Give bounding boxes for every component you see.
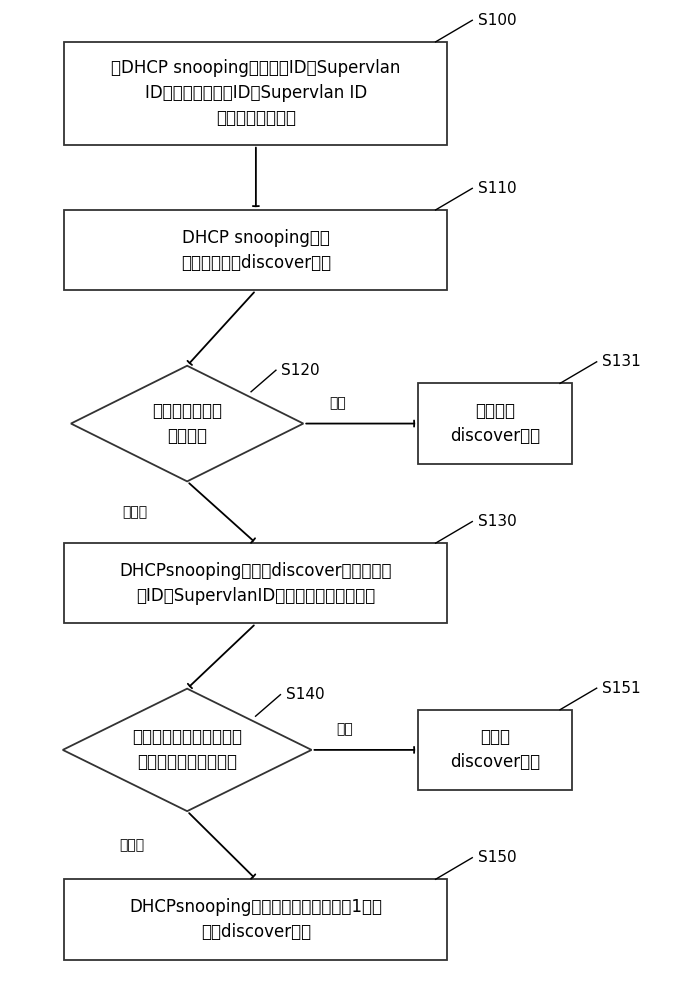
- Text: S151: S151: [602, 681, 640, 696]
- Text: 不在线: 不在线: [123, 505, 148, 519]
- Text: 未超过: 未超过: [119, 838, 145, 852]
- Text: S150: S150: [477, 850, 516, 865]
- Text: 正常转发
discover报文: 正常转发 discover报文: [450, 402, 540, 445]
- Text: 判断所述客户端
是否在线: 判断所述客户端 是否在线: [152, 402, 222, 445]
- Text: DHCP snooping接收
客户端发送的discover报文: DHCP snooping接收 客户端发送的discover报文: [181, 229, 331, 272]
- Bar: [64, 543, 447, 623]
- Bar: [418, 383, 572, 464]
- Text: S120: S120: [281, 363, 320, 378]
- Text: S130: S130: [477, 514, 516, 529]
- Text: S131: S131: [602, 354, 640, 369]
- Bar: [418, 710, 572, 790]
- Text: S140: S140: [286, 687, 325, 702]
- Text: S110: S110: [477, 181, 516, 196]
- Bar: [64, 879, 447, 960]
- Text: 在线: 在线: [329, 396, 346, 410]
- Bar: [64, 210, 447, 290]
- Polygon shape: [71, 366, 303, 481]
- Text: DHCPsnooping将当前在线用户数量加1，并
转发discover报文: DHCPsnooping将当前在线用户数量加1，并 转发discover报文: [130, 898, 383, 941]
- Polygon shape: [63, 689, 312, 811]
- Text: DHCPsnooping则根据discover报文中的接
口ID及SupervlanID确定对应的用户限制値: DHCPsnooping则根据discover报文中的接 口ID及Supervl…: [119, 562, 392, 605]
- Bar: [64, 42, 447, 145]
- Text: 在DHCP snooping中设接口ID，Supervlan
ID以及与所述接口ID及Supervlan ID
对应的用户限制値: 在DHCP snooping中设接口ID，Supervlan ID以及与所述接口…: [111, 59, 400, 127]
- Text: 判断当前在线用户数量是
否超过所述用户限制値: 判断当前在线用户数量是 否超过所述用户限制値: [132, 728, 242, 771]
- Text: S100: S100: [477, 13, 516, 28]
- Text: 超过: 超过: [337, 722, 353, 736]
- Text: 不转发
discover报文: 不转发 discover报文: [450, 728, 540, 771]
